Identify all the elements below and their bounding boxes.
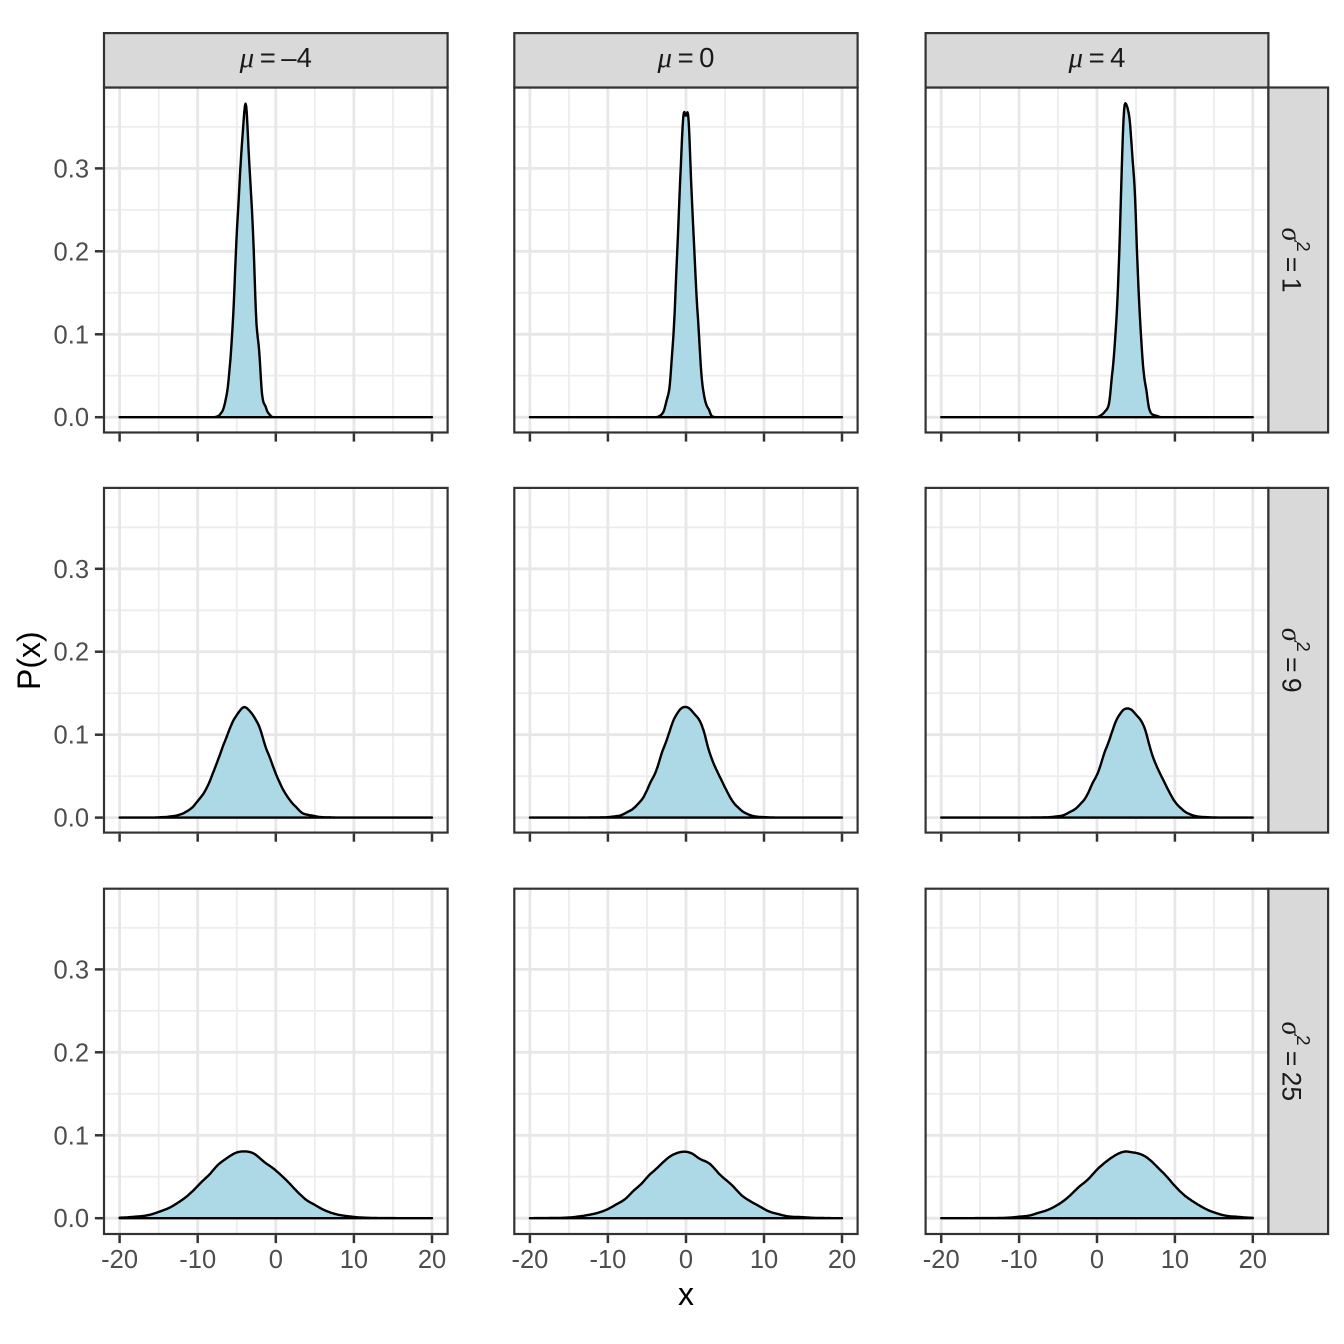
- svg-text:0: 0: [1090, 1246, 1104, 1274]
- svg-text:μ = 4: μ = 4: [1068, 42, 1126, 74]
- svg-text:10: 10: [340, 1246, 368, 1274]
- svg-text:10: 10: [750, 1246, 778, 1274]
- svg-text:σ2 = 9: σ2 = 9: [1276, 628, 1315, 693]
- svg-text:0.2: 0.2: [54, 1039, 89, 1067]
- svg-text:-20: -20: [923, 1246, 960, 1274]
- svg-text:σ2 = 1: σ2 = 1: [1276, 228, 1315, 293]
- svg-text:20: 20: [828, 1246, 856, 1274]
- svg-text:0: 0: [269, 1246, 283, 1274]
- svg-text:0.3: 0.3: [54, 556, 89, 584]
- svg-text:x: x: [678, 1276, 694, 1312]
- svg-text:0.1: 0.1: [54, 722, 89, 750]
- svg-text:σ2 = 25: σ2 = 25: [1276, 1021, 1315, 1101]
- svg-text:0.3: 0.3: [54, 155, 89, 183]
- svg-text:μ = 0: μ = 0: [657, 42, 715, 74]
- svg-text:0.3: 0.3: [54, 956, 89, 984]
- svg-text:-20: -20: [511, 1246, 548, 1274]
- svg-text:0.1: 0.1: [54, 1122, 89, 1150]
- svg-text:0.2: 0.2: [54, 238, 89, 266]
- svg-text:20: 20: [418, 1246, 446, 1274]
- svg-text:0: 0: [679, 1246, 693, 1274]
- svg-text:0.1: 0.1: [54, 321, 89, 349]
- svg-text:P(x): P(x): [11, 631, 47, 690]
- svg-text:0.0: 0.0: [54, 805, 89, 833]
- svg-text:0.0: 0.0: [54, 1205, 89, 1233]
- svg-text:0.2: 0.2: [54, 639, 89, 667]
- svg-text:20: 20: [1239, 1246, 1267, 1274]
- svg-text:0.0: 0.0: [54, 404, 89, 432]
- svg-text:10: 10: [1161, 1246, 1189, 1274]
- svg-text:-10: -10: [1001, 1246, 1038, 1274]
- svg-text:-10: -10: [589, 1246, 626, 1274]
- svg-text:μ = –4: μ = –4: [239, 42, 312, 74]
- svg-text:-10: -10: [179, 1246, 216, 1274]
- svg-text:-20: -20: [101, 1246, 138, 1274]
